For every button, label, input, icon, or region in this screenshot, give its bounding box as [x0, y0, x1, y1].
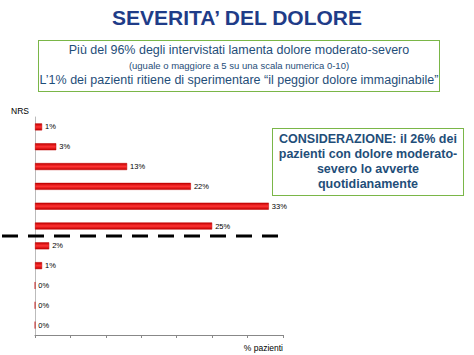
html-text:(uguale o maggiore a 5 su una: (uguale o maggiore a 5 su una scala nume…: [128, 60, 350, 71]
svg-text:25%: 25%: [215, 222, 230, 231]
svg-text:0%: 0%: [38, 301, 49, 310]
svg-text:13%: 13%: [130, 162, 145, 171]
svg-text:0%: 0%: [38, 321, 49, 330]
svg-text:3%: 3%: [59, 142, 70, 151]
html-text:Più del 96% degli intervistati: Più del 96% degli intervistati lamenta d…: [68, 43, 410, 57]
svg-text:0%: 0%: [38, 281, 49, 290]
svg-text:NRS: NRS: [11, 106, 29, 116]
svg-text:% pazienti: % pazienti: [244, 343, 283, 353]
svg-text:2%: 2%: [52, 241, 63, 250]
html-text:CONSIDERAZIONE: il 26% dei paz: CONSIDERAZIONE: il 26% dei pazienti con …: [278, 132, 458, 191]
html-text:L’1% dei pazienti ritiene di s: L’1% dei pazienti ritiene di sperimentar…: [39, 73, 439, 87]
svg-text:33%: 33%: [272, 202, 287, 211]
html-text:SEVERITA’ DEL DOLORE: SEVERITA’ DEL DOLORE: [111, 6, 362, 29]
svg-text:22%: 22%: [194, 182, 209, 191]
svg-text:1%: 1%: [45, 261, 56, 270]
svg-text:1%: 1%: [45, 122, 56, 131]
